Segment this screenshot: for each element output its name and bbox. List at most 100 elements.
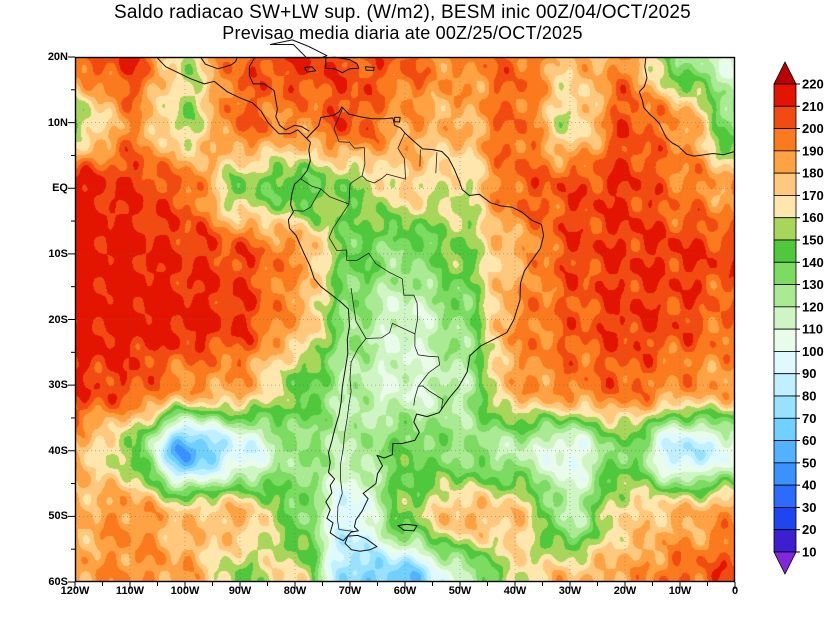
colorbar-cell bbox=[773, 239, 797, 263]
radiation-field-canvas bbox=[75, 57, 735, 582]
colorbar-cell bbox=[773, 195, 797, 219]
colorbar-label: 140 bbox=[802, 255, 824, 270]
chart-title: Saldo radiacao SW+LW sup. (W/m2), BESM i… bbox=[114, 2, 691, 23]
country-border bbox=[361, 132, 406, 184]
lat-axis-label: 60S bbox=[48, 576, 68, 588]
country-border bbox=[365, 323, 440, 406]
colorbar-label: 50 bbox=[802, 455, 816, 470]
lon-axis-label: 30W bbox=[558, 585, 582, 597]
country-border bbox=[419, 149, 421, 167]
lon-axis-label: 40W bbox=[503, 585, 527, 597]
hispaniola-coastline bbox=[325, 56, 360, 74]
colorbar-label: 200 bbox=[802, 121, 824, 136]
central-america-caribbean-coastline bbox=[248, 56, 310, 132]
lon-axis-label: 10W bbox=[668, 585, 692, 597]
colorbar-cell bbox=[773, 172, 797, 196]
colorbar-cell bbox=[773, 507, 797, 531]
gulf-of-mexico-coastline bbox=[199, 56, 238, 70]
lat-axis-label: 20N bbox=[47, 51, 68, 63]
colorbar-label: 100 bbox=[802, 344, 824, 359]
colorbar-cell bbox=[773, 105, 797, 129]
country-border bbox=[300, 175, 363, 205]
colorbar-above-max-arrow bbox=[773, 61, 797, 85]
country-border bbox=[435, 152, 438, 174]
colorbar-cell bbox=[773, 284, 797, 308]
longitude-axis: 120W 110W 100W 90W 80W 70W 60W 50W 40W 30W 20W 10W 0 bbox=[61, 585, 739, 601]
colorbar-cell bbox=[773, 128, 797, 152]
colorbar-label: 170 bbox=[802, 188, 824, 203]
lon-axis-label: 60W bbox=[393, 585, 417, 597]
plot-frame bbox=[74, 56, 736, 583]
country-border bbox=[337, 338, 367, 532]
cuba-coastline bbox=[269, 39, 328, 59]
colorbar-cell bbox=[773, 261, 797, 285]
colorbar-cell bbox=[773, 417, 797, 441]
puerto-rico-coastline bbox=[364, 66, 375, 71]
colorbar-cell bbox=[773, 217, 797, 241]
trinidad-coastline bbox=[394, 116, 401, 123]
colorbar-label: 180 bbox=[802, 166, 824, 181]
south-america-coastline bbox=[287, 106, 545, 542]
colorbar-cell bbox=[773, 440, 797, 464]
colorbar-label: 110 bbox=[802, 322, 823, 337]
lon-axis-label: 80W bbox=[283, 585, 307, 597]
colorbar-cell bbox=[773, 373, 797, 397]
lon-axis-label: 110W bbox=[115, 585, 145, 597]
colorbar-cell bbox=[773, 351, 797, 375]
lat-axis-label: 40S bbox=[48, 444, 68, 457]
colorbar-label: 190 bbox=[802, 143, 824, 158]
lat-axis-label: 20S bbox=[48, 313, 68, 326]
colorbar-cell bbox=[773, 83, 797, 107]
colorbar: 220 210 200 190 180 170 160 150 140 130 120 110 100 9… bbox=[773, 56, 825, 582]
lon-axis-label: 0 bbox=[731, 585, 739, 597]
colorbar-label: 210 bbox=[802, 99, 824, 114]
lat-axis-label: EQ bbox=[52, 182, 68, 195]
colorbar-label: 150 bbox=[802, 233, 824, 248]
chart-subtitle: Previsao media diaria ate 00Z/25/OCT/202… bbox=[222, 23, 583, 43]
colorbar-label: 160 bbox=[802, 210, 824, 225]
colorbar-label: 20 bbox=[802, 522, 816, 537]
country-border bbox=[418, 385, 444, 410]
country-border bbox=[350, 287, 367, 339]
colorbar-cell bbox=[773, 529, 797, 553]
colorbar-cell bbox=[773, 150, 797, 174]
map-overlay bbox=[68, 39, 736, 589]
colorbar-cell bbox=[773, 306, 797, 330]
africa-coastline bbox=[638, 56, 735, 157]
colorbar-label: 30 bbox=[802, 500, 816, 515]
colorbar-label: 40 bbox=[802, 478, 816, 493]
lon-axis-label: 90W bbox=[228, 585, 252, 597]
country-border bbox=[333, 107, 366, 176]
lon-axis-label: 20W bbox=[613, 585, 637, 597]
country-border bbox=[293, 188, 322, 212]
colorbar-below-min-arrow bbox=[773, 551, 797, 575]
falklands-coastline bbox=[397, 523, 418, 532]
colorbar-label: 120 bbox=[802, 299, 824, 314]
colorbar-cell bbox=[773, 395, 797, 419]
map-plot-area bbox=[68, 39, 736, 589]
country-border bbox=[328, 203, 418, 334]
colorbar-label: 220 bbox=[802, 77, 824, 92]
colorbar-label: 90 bbox=[802, 366, 816, 381]
colorbar-label: 10 bbox=[802, 545, 816, 560]
colorbar-label: 60 bbox=[802, 433, 816, 448]
lat-axis-label: 30S bbox=[48, 379, 68, 392]
colorbar-label: 80 bbox=[802, 389, 816, 404]
colorbar-svg: 220 210 200 190 180 170 160 150 140 130 120 110 100 9… bbox=[773, 61, 824, 575]
colorbar-cell bbox=[773, 484, 797, 508]
tierra-del-fuego-coastline bbox=[344, 534, 378, 552]
lon-axis-label: 50W bbox=[448, 585, 472, 597]
colorbar-label: 70 bbox=[802, 411, 816, 426]
central-america-pacific-coastline bbox=[156, 56, 307, 139]
lon-axis-label: 70W bbox=[338, 585, 362, 597]
lat-axis-label: 10N bbox=[47, 116, 68, 129]
colorbar-cell bbox=[773, 462, 797, 486]
jamaica-coastline bbox=[303, 66, 317, 73]
latitude-axis: 20N 10N EQ 10S 20S 30S 40S 50S 60S bbox=[28, 51, 72, 588]
lat-axis-label: 50S bbox=[48, 510, 68, 523]
lat-axis-label: 10S bbox=[48, 247, 68, 260]
lon-axis-label: 100W bbox=[170, 585, 200, 597]
colorbar-cell bbox=[773, 328, 797, 352]
colorbar-label: 130 bbox=[802, 277, 824, 292]
